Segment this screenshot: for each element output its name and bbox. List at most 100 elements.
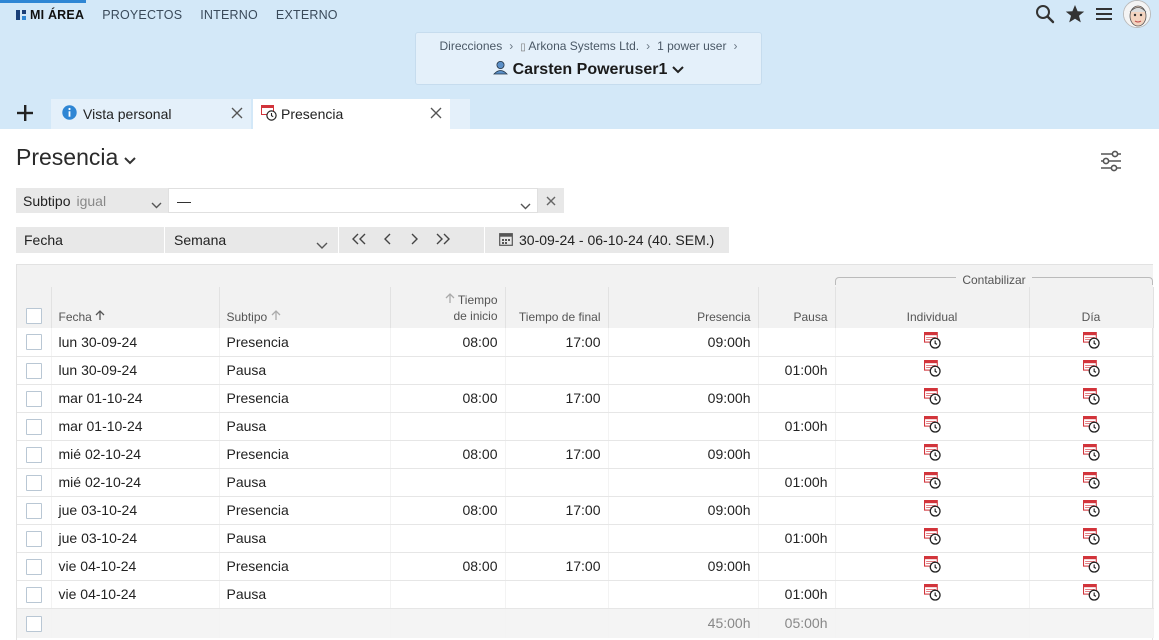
book-day-icon[interactable]	[1082, 584, 1100, 604]
cell-subtipo: Pausa	[219, 580, 391, 609]
nav-proyectos[interactable]: PROYECTOS	[102, 8, 183, 22]
row-checkbox[interactable]	[25, 418, 42, 435]
presence-table: Contabilizar Fecha Subtipo Tiempo de ini…	[16, 264, 1154, 640]
cell-tiempo-final: 17:00	[505, 496, 609, 525]
date-range-picker[interactable]: 30-09-24 - 06-10-24 (40. SEM.)	[484, 227, 714, 253]
breadcrumb-user-group[interactable]: 1 power user	[657, 39, 727, 53]
table-row[interactable]: mar 01-10-24 Presencia 08:00 17:00 09:00h	[17, 384, 1154, 413]
row-checkbox[interactable]	[25, 390, 42, 407]
sort-ascending-icon	[445, 293, 455, 307]
cell-pausa: 01:00h	[758, 356, 836, 385]
book-day-icon[interactable]	[1082, 556, 1100, 576]
tab-presencia[interactable]: Presencia	[253, 99, 450, 129]
cell-tiempo-final: 17:00	[505, 384, 609, 413]
table-row[interactable]: vie 04-10-24 Presencia 08:00 17:00 09:00h	[17, 552, 1154, 581]
column-header-tiempo-inicio[interactable]: Tiempo de inicio	[390, 287, 506, 328]
book-individual-icon[interactable]	[923, 556, 941, 576]
book-day-icon[interactable]	[1082, 360, 1100, 380]
breadcrumb-direcciones[interactable]: Direcciones	[439, 39, 503, 53]
row-checkbox[interactable]	[25, 530, 42, 547]
menu-icon[interactable]	[1095, 5, 1113, 23]
column-header-tiempo-final[interactable]: Tiempo de final	[505, 287, 609, 328]
column-header-fecha[interactable]: Fecha	[51, 287, 220, 328]
book-individual-icon[interactable]	[923, 444, 941, 464]
column-header-presencia[interactable]: Presencia	[608, 287, 759, 328]
close-tab-icon[interactable]	[430, 106, 442, 122]
clear-filter-icon[interactable]	[538, 188, 564, 213]
cell-subtipo: Presencia	[219, 440, 391, 469]
book-individual-icon[interactable]	[923, 528, 941, 548]
book-individual-icon[interactable]	[923, 360, 941, 380]
total-pausa: 05:00h	[758, 608, 836, 638]
column-header-subtipo[interactable]: Subtipo	[219, 287, 391, 328]
view-settings-button[interactable]	[1100, 150, 1122, 175]
book-individual-icon[interactable]	[923, 388, 941, 408]
column-header-dia[interactable]: Día	[1029, 287, 1154, 328]
book-day-icon[interactable]	[1082, 472, 1100, 492]
cell-presencia: 09:00h	[608, 440, 759, 469]
nav-mi-area[interactable]: MI ÁREA	[16, 8, 84, 22]
workspace-icon	[16, 10, 26, 20]
table-row[interactable]: lun 30-09-24 Pausa 01:00h	[17, 356, 1154, 385]
cell-pausa: 01:00h	[758, 412, 836, 441]
row-checkbox[interactable]	[25, 558, 42, 575]
table-row[interactable]: vie 04-10-24 Pausa 01:00h	[17, 580, 1154, 609]
cell-pausa: 01:00h	[758, 524, 836, 553]
book-day-icon[interactable]	[1082, 331, 1100, 352]
row-checkbox[interactable]	[25, 334, 42, 351]
filter-field-select[interactable]: Subtipo igual	[16, 188, 168, 213]
previous-period-icon[interactable]	[383, 232, 393, 248]
book-individual-icon[interactable]	[923, 500, 941, 520]
column-header-individual[interactable]: Individual	[835, 287, 1030, 328]
search-icon[interactable]	[1035, 4, 1055, 24]
table-row[interactable]: mié 02-10-24 Pausa 01:00h	[17, 468, 1154, 497]
row-checkbox[interactable]	[25, 474, 42, 491]
active-nav-indicator	[0, 0, 86, 3]
tab-vista-personal[interactable]: Vista personal	[51, 99, 251, 129]
last-period-icon[interactable]	[435, 232, 451, 248]
add-tab-button[interactable]	[0, 97, 49, 129]
page-title[interactable]: Presencia	[16, 144, 136, 171]
cell-tiempo-inicio	[390, 468, 506, 497]
info-icon	[62, 105, 77, 123]
avatar[interactable]	[1123, 0, 1151, 28]
next-period-icon[interactable]	[409, 232, 419, 248]
filter-value-select[interactable]: —	[168, 188, 538, 213]
first-period-icon[interactable]	[351, 232, 367, 248]
table-row[interactable]: mié 02-10-24 Presencia 08:00 17:00 09:00h	[17, 440, 1154, 469]
period-select[interactable]: Semana	[164, 227, 338, 253]
date-field-label[interactable]: Fecha	[24, 232, 63, 248]
book-individual-icon[interactable]	[923, 416, 941, 436]
star-icon[interactable]	[1065, 4, 1085, 24]
close-tab-icon[interactable]	[231, 106, 243, 122]
book-individual-icon[interactable]	[923, 472, 941, 492]
context-user-dropdown[interactable]: Carsten Poweruser1	[416, 60, 761, 80]
row-checkbox[interactable]	[25, 446, 42, 463]
book-individual-icon[interactable]	[923, 584, 941, 604]
select-all-checkbox[interactable]	[25, 308, 42, 324]
table-row[interactable]: lun 30-09-24 Presencia 08:00 17:00 09:00h	[17, 328, 1154, 357]
cell-tiempo-inicio	[390, 356, 506, 385]
cell-presencia	[608, 524, 759, 553]
nav-externo[interactable]: EXTERNO	[275, 8, 338, 22]
cell-tiempo-inicio: 08:00	[390, 496, 506, 525]
book-day-icon[interactable]	[1082, 444, 1100, 464]
book-day-icon[interactable]	[1082, 388, 1100, 408]
row-checkbox[interactable]	[25, 502, 42, 519]
totals-checkbox[interactable]	[25, 615, 42, 632]
chevron-down-icon	[151, 196, 162, 212]
table-row[interactable]: jue 03-10-24 Presencia 08:00 17:00 09:00h	[17, 496, 1154, 525]
table-row[interactable]: mar 01-10-24 Pausa 01:00h	[17, 412, 1154, 441]
column-header-pausa[interactable]: Pausa	[758, 287, 836, 328]
book-day-icon[interactable]	[1082, 500, 1100, 520]
table-row[interactable]: jue 03-10-24 Pausa 01:00h	[17, 524, 1154, 553]
cell-tiempo-final	[505, 412, 609, 441]
book-day-icon[interactable]	[1082, 528, 1100, 548]
breadcrumb-company[interactable]: ▯ Arkona Systems Ltd.	[520, 39, 640, 53]
nav-interno[interactable]: INTERNO	[200, 8, 258, 22]
row-checkbox[interactable]	[25, 362, 42, 379]
row-checkbox[interactable]	[25, 586, 42, 603]
book-day-icon[interactable]	[1082, 416, 1100, 436]
book-individual-icon[interactable]	[923, 331, 941, 352]
chevron-down-icon	[672, 61, 685, 79]
